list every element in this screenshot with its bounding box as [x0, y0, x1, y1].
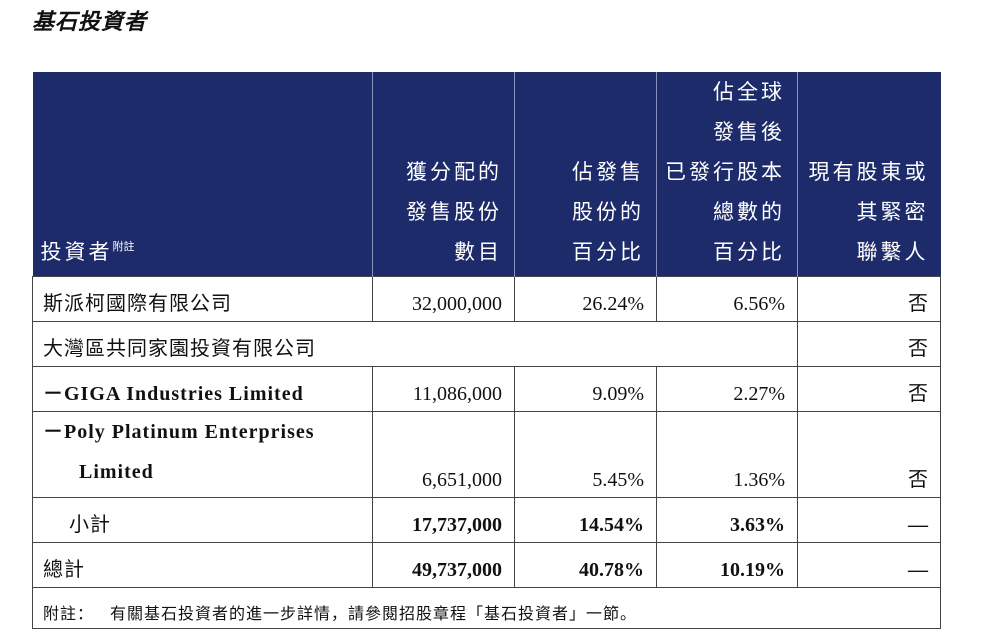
cell: 3.63%	[656, 497, 798, 543]
header-cell: 獲分配的發售股份數目	[372, 72, 515, 277]
cell: 5.45%	[514, 411, 657, 498]
row: 大灣區共同家園投資有限公司 否	[32, 321, 941, 367]
cell: 40.78%	[514, 542, 657, 588]
cell: 32,000,000	[372, 276, 515, 322]
cell: 總計	[32, 542, 373, 588]
row: 總計 49,737,000 40.78% 10.19% —	[32, 542, 941, 588]
cell: 6,651,000	[372, 411, 515, 498]
header-line: 股份的	[572, 200, 644, 224]
row: 小計 17,737,000 14.54% 3.63% —	[32, 497, 941, 543]
cell: 否	[797, 276, 941, 322]
row: －GIGA Industries Limited 11,086,000 9.09…	[32, 366, 941, 412]
header-line: 佔全球	[713, 80, 785, 104]
cell: 否	[797, 411, 941, 498]
section-title: 基石投資者	[32, 9, 148, 34]
note-row: 附註： 有關基石投資者的進一步詳情，請參閱招股章程「基石投資者」一節。	[32, 587, 941, 629]
row: －Poly Platinum Enterprises Limited 6,651,…	[32, 411, 941, 498]
cell: 2.27%	[656, 366, 798, 412]
header-line: 聯繫人	[856, 240, 929, 264]
header-line: 發售股份	[406, 200, 502, 224]
cell: 否	[797, 366, 941, 412]
header-cell: 投資者附註	[32, 72, 373, 277]
cell: 1.36%	[656, 411, 798, 498]
cell-line: －Poly Platinum Enterprises	[43, 421, 315, 443]
header-line: 總數的	[713, 200, 785, 224]
cornerstone-table: 投資者附註 獲分配的發售股份數目 佔發售股份的百分比 佔全球發售後已發行股本總數…	[32, 72, 941, 629]
header-cell: 佔發售 股份的 百分比	[514, 72, 657, 277]
page: {"header": {"title": "基石投資者"}, "table": …	[32, 9, 941, 629]
header-line: 發售後	[713, 120, 785, 144]
cell: —	[797, 542, 941, 588]
cell: 大灣區共同家園投資有限公司	[32, 321, 798, 367]
cell: 小計	[32, 497, 373, 543]
cell: －GIGA Industries Limited	[32, 366, 373, 412]
cell: 49,737,000	[372, 542, 515, 588]
header-line: 獲分配的	[406, 160, 502, 184]
header-cell: 現有股東或其緊密聯繫人	[797, 72, 941, 277]
header-line: 百分比	[572, 240, 644, 264]
row: 斯派柯國際有限公司 32,000,000 26.24% 6.56% 否	[32, 276, 941, 322]
cell: 9.09%	[514, 366, 657, 412]
header-row: 投資者附註 獲分配的發售股份數目 佔發售股份的百分比 佔全球發售後已發行股本總數…	[32, 72, 941, 277]
cell: －Poly Platinum Enterprises Limited	[32, 411, 373, 498]
header-line: 其緊密	[856, 200, 929, 224]
header-line: 佔發售	[572, 160, 644, 184]
cell: 26.24%	[514, 276, 657, 322]
note-cell: 附註： 有關基石投資者的進一步詳情，請參閱招股章程「基石投資者」一節。	[32, 587, 941, 629]
cell: 否	[797, 321, 941, 367]
header-cell: 佔全球發售後已發行股本總數的百分比	[656, 72, 798, 277]
cell: —	[797, 497, 941, 543]
header-note: 附註	[112, 241, 135, 253]
header-line: 現有股東或	[808, 160, 929, 184]
cell: 6.56%	[656, 276, 798, 322]
cell: 10.19%	[656, 542, 798, 588]
header-line: 數目	[454, 240, 502, 264]
cell: 斯派柯國際有限公司	[32, 276, 373, 322]
header-line: 百分比	[713, 240, 785, 264]
cell-line: Limited	[79, 461, 154, 483]
header-text: 投資者	[40, 240, 113, 264]
cell: 14.54%	[514, 497, 657, 543]
cell: 11,086,000	[372, 366, 515, 412]
cell: 17,737,000	[372, 497, 515, 543]
header-line: 已發行股本	[665, 160, 785, 184]
